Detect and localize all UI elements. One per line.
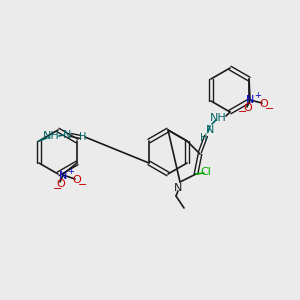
Text: +: +	[255, 92, 261, 100]
Text: NH: NH	[210, 113, 226, 123]
Text: N: N	[63, 130, 71, 140]
Text: −: −	[53, 184, 63, 194]
Text: +: +	[68, 167, 74, 176]
Text: N: N	[246, 95, 254, 105]
Text: O: O	[244, 103, 252, 113]
Text: −: −	[238, 107, 248, 117]
Text: N: N	[206, 125, 214, 135]
Text: Cl: Cl	[201, 167, 212, 177]
Text: O: O	[260, 99, 268, 109]
Text: NH: NH	[43, 131, 59, 141]
Text: H: H	[200, 133, 208, 143]
Text: N: N	[174, 183, 182, 193]
Text: O: O	[57, 179, 65, 189]
Text: O: O	[73, 175, 81, 185]
Text: −: −	[78, 180, 88, 190]
Text: H: H	[79, 132, 87, 142]
Text: N: N	[59, 171, 67, 181]
Text: −: −	[265, 104, 275, 114]
